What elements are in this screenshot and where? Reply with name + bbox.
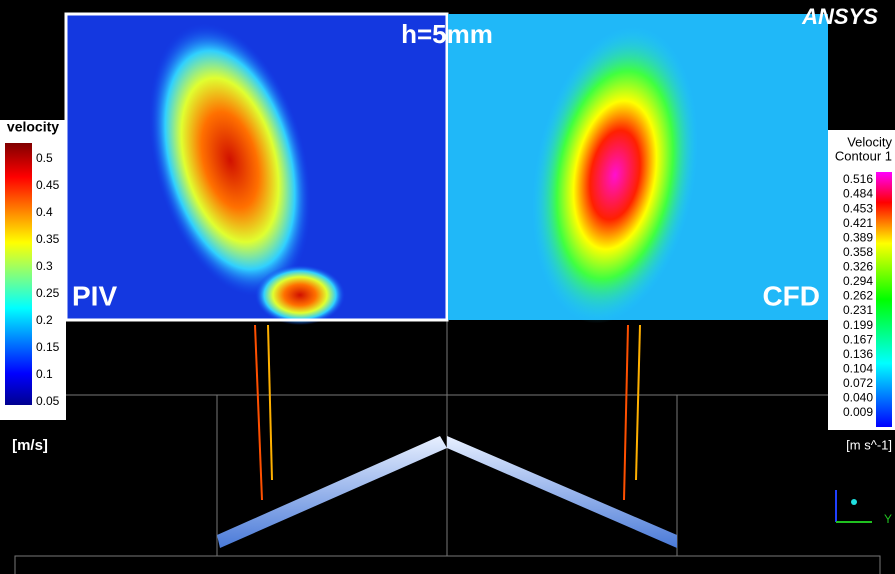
axis-label: Y [884, 512, 892, 526]
legend-unit: [m s^-1] [846, 437, 892, 452]
panel-label: CFD [762, 280, 820, 311]
tick-label: 0.072 [843, 376, 873, 390]
tick-label: 0.358 [843, 245, 873, 259]
title: h=5mm [401, 19, 493, 49]
tick-label: 0.040 [843, 391, 873, 405]
colorbar [5, 143, 32, 405]
tick-label: 0.326 [843, 260, 873, 274]
legend-title: Contour 1 [835, 148, 892, 163]
tick-label: 0.3 [36, 259, 53, 273]
tick-label: 0.136 [843, 347, 873, 361]
tick-label: 0.45 [36, 178, 60, 192]
legend-title: Velocity [847, 134, 892, 149]
tick-label: 0.5 [36, 151, 53, 165]
legend-title: velocity [7, 119, 59, 135]
tick-label: 0.199 [843, 318, 873, 332]
tick-label: 0.25 [36, 286, 60, 300]
panel-label: PIV [72, 280, 117, 311]
piv-jet-lower [255, 265, 345, 325]
tick-label: 0.05 [36, 394, 60, 408]
legend-unit: [m/s] [12, 437, 48, 454]
tick-label: 0.389 [843, 230, 873, 244]
tick-label: 0.262 [843, 289, 873, 303]
tick-label: 0.2 [36, 313, 53, 327]
tick-label: 0.167 [843, 332, 873, 346]
tick-label: 0.294 [843, 274, 873, 288]
tick-label: 0.516 [843, 172, 873, 186]
tick-label: 0.4 [36, 205, 53, 219]
tick-label: 0.15 [36, 340, 60, 354]
tick-label: 0.453 [843, 201, 873, 215]
tick-label: 0.35 [36, 232, 60, 246]
colorbar [876, 172, 892, 427]
tick-label: 0.104 [843, 361, 873, 375]
tick-label: 0.009 [843, 405, 873, 419]
axis-triad: Y [836, 490, 892, 526]
tick-label: 0.1 [36, 367, 53, 381]
tick-label: 0.231 [843, 303, 873, 317]
tick-label: 0.484 [843, 187, 873, 201]
tick-label: 0.421 [843, 216, 873, 230]
figure: h=5mm ANSYS PIV CFD velocity [m/s] Veloc… [0, 0, 895, 574]
logo: ANSYS [801, 4, 878, 29]
